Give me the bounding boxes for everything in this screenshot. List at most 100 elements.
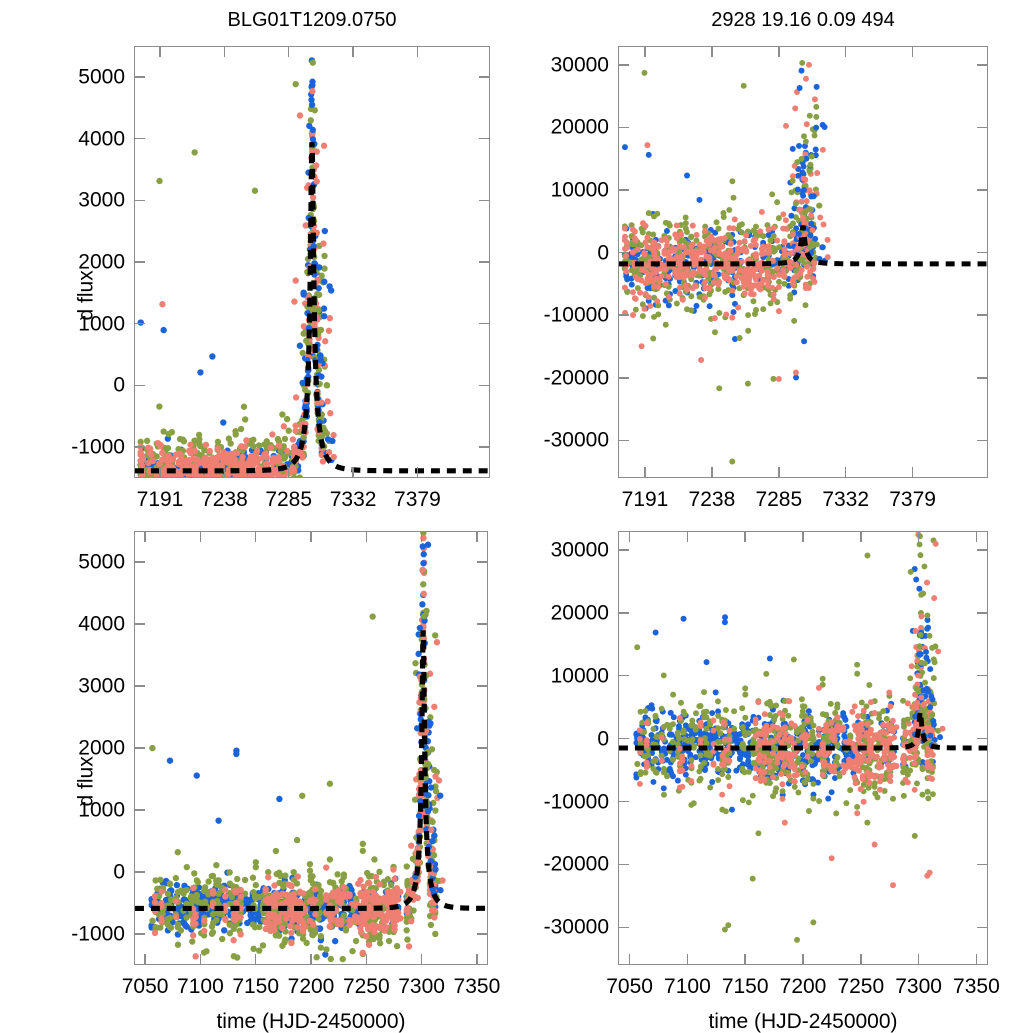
y-tick — [134, 747, 145, 749]
y-tick-label: 1000 — [78, 313, 125, 334]
x-tick — [366, 531, 368, 542]
y-tick-label: -1000 — [71, 437, 125, 458]
x-tick-bottom — [421, 954, 423, 965]
x-tick-label: 7200 — [780, 976, 827, 997]
x-tick-bottom — [912, 467, 914, 478]
y-tick-label: -20000 — [544, 367, 609, 388]
y-tick — [618, 675, 629, 677]
x-tick-label: 7250 — [837, 976, 884, 997]
x-tick — [255, 531, 257, 542]
x-tick — [918, 531, 920, 542]
y-tick — [618, 64, 629, 66]
y-tick-label: 30000 — [551, 54, 609, 75]
x-tick-label: 7350 — [953, 976, 1000, 997]
x-tick-label: 7350 — [454, 976, 501, 997]
plot-area-bottom-right — [619, 532, 987, 964]
y-tick-label: 0 — [597, 242, 609, 263]
y-tick — [134, 385, 145, 387]
y-tick-label: -10000 — [544, 305, 609, 326]
y-tick — [134, 323, 145, 325]
y-tick-label: 1000 — [78, 800, 125, 821]
panel-top-right-title: 2928 19.16 0.09 494 — [711, 10, 895, 30]
y-tick-right — [479, 200, 490, 202]
y-tick-label: 2000 — [78, 738, 125, 759]
y-tick-label: -30000 — [544, 917, 609, 938]
x-tick-label: 7300 — [895, 976, 942, 997]
x-tick-bottom — [310, 954, 312, 965]
y-tick — [134, 623, 145, 625]
x-tick — [421, 531, 423, 542]
x-tick-bottom — [417, 467, 419, 478]
y-tick-label: -30000 — [544, 430, 609, 451]
x-tick — [310, 531, 312, 542]
y-tick — [134, 871, 145, 873]
x-tick-label: 7238 — [689, 489, 736, 510]
y-tick-right — [479, 76, 490, 78]
y-tick-right — [977, 612, 988, 614]
y-tick-label: 5000 — [78, 552, 125, 573]
x-tick-label: 7150 — [232, 976, 279, 997]
y-tick — [134, 809, 145, 811]
y-tick-label: 3000 — [78, 190, 125, 211]
y-tick — [618, 252, 629, 254]
x-tick-bottom — [288, 467, 290, 478]
y-tick-label: 5000 — [78, 66, 125, 87]
y-tick-label: 0 — [597, 728, 609, 749]
y-tick — [618, 927, 629, 929]
x-tick — [778, 46, 780, 57]
y-tick-label: 0 — [113, 862, 125, 883]
x-tick — [224, 46, 226, 57]
y-tick — [134, 200, 145, 202]
y-tick-right — [477, 561, 488, 563]
y-tick-label: 4000 — [78, 128, 125, 149]
y-tick-label: -10000 — [544, 791, 609, 812]
axis-title-x-bottom-right: time (HJD-2450000) — [708, 1011, 897, 1032]
x-tick-label: 7100 — [664, 976, 711, 997]
y-tick-right — [477, 933, 488, 935]
x-tick — [976, 531, 978, 542]
y-tick-right — [479, 446, 490, 448]
x-tick — [802, 531, 804, 542]
y-tick — [618, 189, 629, 191]
x-tick-label: 7050 — [606, 976, 653, 997]
y-tick-right — [477, 747, 488, 749]
plot-frame-bottom-left — [134, 531, 488, 965]
x-tick — [476, 531, 478, 542]
y-tick-right — [477, 685, 488, 687]
plot-area-top-left — [135, 47, 489, 477]
x-tick — [860, 531, 862, 542]
y-tick-label: 10000 — [551, 665, 609, 686]
x-tick-bottom — [366, 954, 368, 965]
x-tick — [159, 46, 161, 57]
y-tick-right — [977, 314, 988, 316]
y-tick-label: 20000 — [551, 117, 609, 138]
x-tick — [352, 46, 354, 57]
x-tick-label: 7100 — [177, 976, 224, 997]
x-tick — [288, 46, 290, 57]
x-tick-bottom — [918, 954, 920, 965]
y-tick-right — [477, 809, 488, 811]
y-tick-label: 0 — [113, 375, 125, 396]
y-tick-right — [977, 252, 988, 254]
x-tick-bottom — [200, 954, 202, 965]
y-tick — [134, 261, 145, 263]
x-tick-label: 7379 — [889, 489, 936, 510]
y-tick-right — [479, 323, 490, 325]
x-tick-bottom — [860, 954, 862, 965]
x-tick-label: 7332 — [822, 489, 869, 510]
x-tick-label: 7050 — [122, 976, 169, 997]
x-tick — [144, 531, 146, 542]
plot-frame-bottom-right — [618, 531, 988, 965]
y-tick-right — [977, 64, 988, 66]
plot-area-top-right — [619, 47, 987, 477]
y-tick — [618, 314, 629, 316]
x-tick-bottom — [352, 467, 354, 478]
y-tick-label: 4000 — [78, 614, 125, 635]
x-tick-bottom — [476, 954, 478, 965]
x-tick-label: 7300 — [398, 976, 445, 997]
y-tick-label: -1000 — [71, 924, 125, 945]
y-tick — [618, 801, 629, 803]
x-tick-bottom — [644, 467, 646, 478]
y-tick-label: -20000 — [544, 854, 609, 875]
